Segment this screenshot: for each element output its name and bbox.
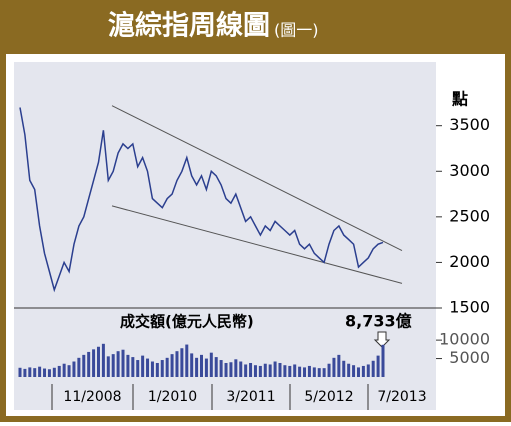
- trend-line: [111, 105, 403, 252]
- volume-bar: [62, 363, 66, 377]
- volume-bar: [180, 348, 184, 377]
- volume-bar: [82, 354, 86, 377]
- y-tick-label: 3500: [449, 115, 490, 134]
- chart-subtitle: (圖一): [274, 21, 319, 40]
- volume-tick-label: 10000: [439, 330, 490, 349]
- volume-bar: [356, 367, 360, 377]
- x-tick-label: 11/2008: [63, 389, 121, 405]
- y-tick-label: 3000: [449, 161, 490, 180]
- volume-bar: [298, 366, 302, 377]
- volume-bar: [33, 368, 37, 377]
- volume-bar: [249, 362, 253, 377]
- volume-bar: [204, 358, 208, 377]
- volume-bar: [219, 360, 223, 377]
- volume-bar: [342, 360, 346, 377]
- volume-bar: [253, 365, 257, 377]
- volume-bar: [347, 363, 351, 377]
- volume-bar: [376, 355, 380, 377]
- volume-bar: [337, 354, 341, 377]
- volume-bar: [366, 364, 370, 377]
- volume-bar: [239, 361, 243, 377]
- volume-bar: [92, 349, 96, 377]
- volume-bar: [175, 351, 179, 377]
- y-axis-label: 點: [452, 90, 468, 109]
- volume-bar: [371, 360, 375, 377]
- x-tick-label: 1/2010: [148, 389, 197, 405]
- volume-bar: [307, 365, 311, 377]
- trend-line: [111, 205, 403, 284]
- volume-bar: [283, 365, 287, 377]
- volume-bar: [96, 346, 100, 377]
- volume-bar: [155, 362, 159, 377]
- volume-bar: [381, 344, 385, 377]
- volume-bar: [72, 361, 76, 377]
- volume-bar: [278, 362, 282, 377]
- volume-bar: [352, 365, 356, 377]
- volume-bar: [195, 357, 199, 377]
- volume-bar: [312, 367, 316, 377]
- volume-bar: [214, 357, 218, 377]
- volume-bar: [160, 360, 164, 377]
- volume-bar: [28, 367, 32, 377]
- volume-bar: [165, 357, 169, 377]
- price-line: [19, 107, 384, 293]
- volume-bar: [190, 353, 194, 377]
- x-tick-label: 5/2012: [304, 389, 353, 405]
- volume-bar: [38, 366, 42, 377]
- volume-bar: [87, 351, 91, 377]
- y-tick-label: 2000: [449, 252, 490, 271]
- annotation-arrow: [373, 331, 391, 348]
- y-tick-label: 2500: [449, 206, 490, 225]
- volume-bar: [293, 364, 297, 377]
- volume-bar: [67, 365, 71, 377]
- volume-bar: [244, 364, 248, 377]
- volume-bar: [268, 364, 272, 377]
- volume-bar: [77, 357, 81, 377]
- volume-annotation: 8,733億: [345, 312, 412, 331]
- volume-bar: [229, 362, 233, 377]
- volume-bar: [185, 344, 189, 377]
- volume-bar: [43, 368, 47, 377]
- x-axis-strip: [14, 384, 436, 410]
- x-tick-label: 3/2011: [226, 389, 275, 405]
- volume-bar: [327, 363, 331, 377]
- volume-bar: [146, 358, 150, 377]
- volume-bar: [101, 343, 105, 377]
- volume-bar: [141, 355, 145, 377]
- volume-bar: [52, 367, 56, 377]
- volume-bar: [106, 356, 110, 377]
- volume-bar: [121, 349, 125, 377]
- volume-bar: [170, 354, 174, 377]
- volume-bar: [258, 365, 262, 377]
- volume-bar: [150, 361, 154, 377]
- x-tick-label: 7/2013: [377, 389, 426, 405]
- volume-bar: [23, 368, 27, 377]
- volume-bar: [111, 354, 115, 377]
- volume-bar: [332, 357, 336, 377]
- volume-bar: [361, 365, 365, 377]
- volume-bar: [18, 367, 22, 377]
- volume-bar: [224, 362, 228, 377]
- chart-title: 滬綜指周線圖: [108, 10, 270, 42]
- volume-bar: [57, 365, 61, 377]
- volume-bar: [273, 361, 277, 377]
- volume-bar: [263, 363, 267, 377]
- volume-bar: [288, 365, 292, 377]
- volume-bar: [200, 354, 203, 377]
- volume-bar: [126, 354, 130, 377]
- volume-bar: [116, 351, 120, 377]
- volume-bar: [47, 369, 51, 377]
- volume-bar: [317, 368, 321, 377]
- volume-bar: [209, 352, 213, 377]
- volume-label: 成交額(億元人民幣): [120, 313, 254, 331]
- volume-bar: [322, 368, 326, 377]
- volume-bar: [136, 360, 140, 377]
- volume-bar: [131, 357, 135, 377]
- volume-bar: [303, 367, 307, 377]
- plot-area: [14, 62, 436, 384]
- volume-bar: [234, 359, 238, 377]
- volume-tick-label: 5000: [449, 348, 490, 367]
- y-tick-label: 1500: [449, 298, 490, 317]
